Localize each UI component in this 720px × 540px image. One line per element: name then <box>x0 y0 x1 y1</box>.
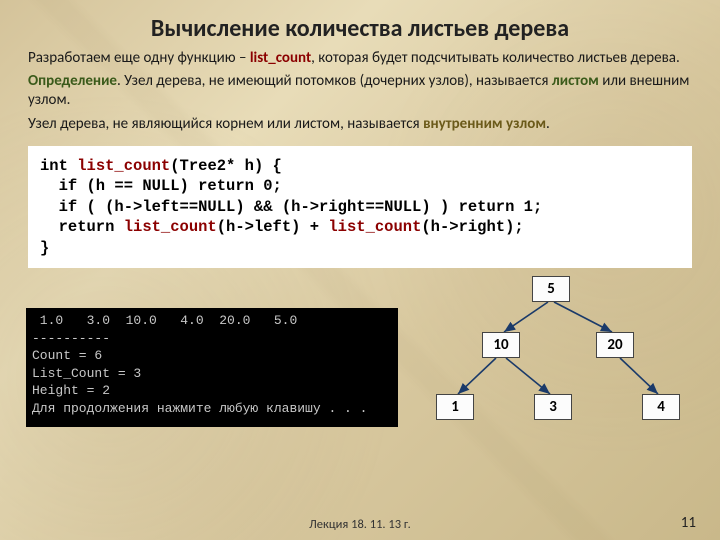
paragraph-internal: Узел дерева, не являющийся корнем или ли… <box>28 115 692 134</box>
paragraph-intro: Разработаем еще одну функцию – list_coun… <box>28 49 692 68</box>
tree-node: 1 <box>436 394 474 420</box>
tree-node: 20 <box>596 332 634 358</box>
term-leaf: листом <box>552 72 599 90</box>
console-output: 1.0 3.0 10.0 4.0 20.0 5.0 ---------- Cou… <box>26 308 398 427</box>
code-line: (h->right); <box>421 218 523 236</box>
text: , которая будет подсчитывать количество … <box>311 49 680 67</box>
tree-edges <box>406 276 686 466</box>
footer-lecture: Лекция 18. 11. 13 г. <box>0 517 720 532</box>
term-internal: внутренним узлом <box>423 115 546 133</box>
text: . <box>546 115 550 133</box>
code-line: return <box>40 218 124 236</box>
code-fn: list_count <box>124 218 217 236</box>
page-number: 11 <box>681 514 696 532</box>
code-line: if (h == NULL) return 0; <box>40 177 282 195</box>
function-name: list_count <box>250 49 311 67</box>
tree-node: 5 <box>532 276 570 302</box>
paragraph-definition: Определение. Узел дерева, не имеющий пот… <box>28 72 692 110</box>
binary-tree-diagram: 5 10 20 1 3 4 <box>406 276 686 466</box>
code-block: int list_count(Tree2* h) { if (h == NULL… <box>28 146 692 268</box>
code-line: int <box>40 157 77 175</box>
text: Узел дерева, не являющийся корнем или ли… <box>28 115 423 133</box>
text: Разработаем еще одну функцию – <box>28 49 250 67</box>
code-line: if ( (h->left==NULL) && (h->right==NULL)… <box>40 198 542 216</box>
code-line: } <box>40 239 49 257</box>
code-line: (h->left) + <box>217 218 329 236</box>
text: . Узел дерева, не имеющий потомков (доче… <box>117 72 552 90</box>
tree-node: 4 <box>642 394 680 420</box>
tree-node: 3 <box>534 394 572 420</box>
tree-node: 10 <box>482 332 520 358</box>
code-fn: list_count <box>328 218 421 236</box>
code-fn: list_count <box>77 157 170 175</box>
definition-label: Определение <box>28 72 117 90</box>
page-title: Вычисление количества листьев дерева <box>28 14 692 43</box>
code-line: (Tree2* h) { <box>170 157 282 175</box>
